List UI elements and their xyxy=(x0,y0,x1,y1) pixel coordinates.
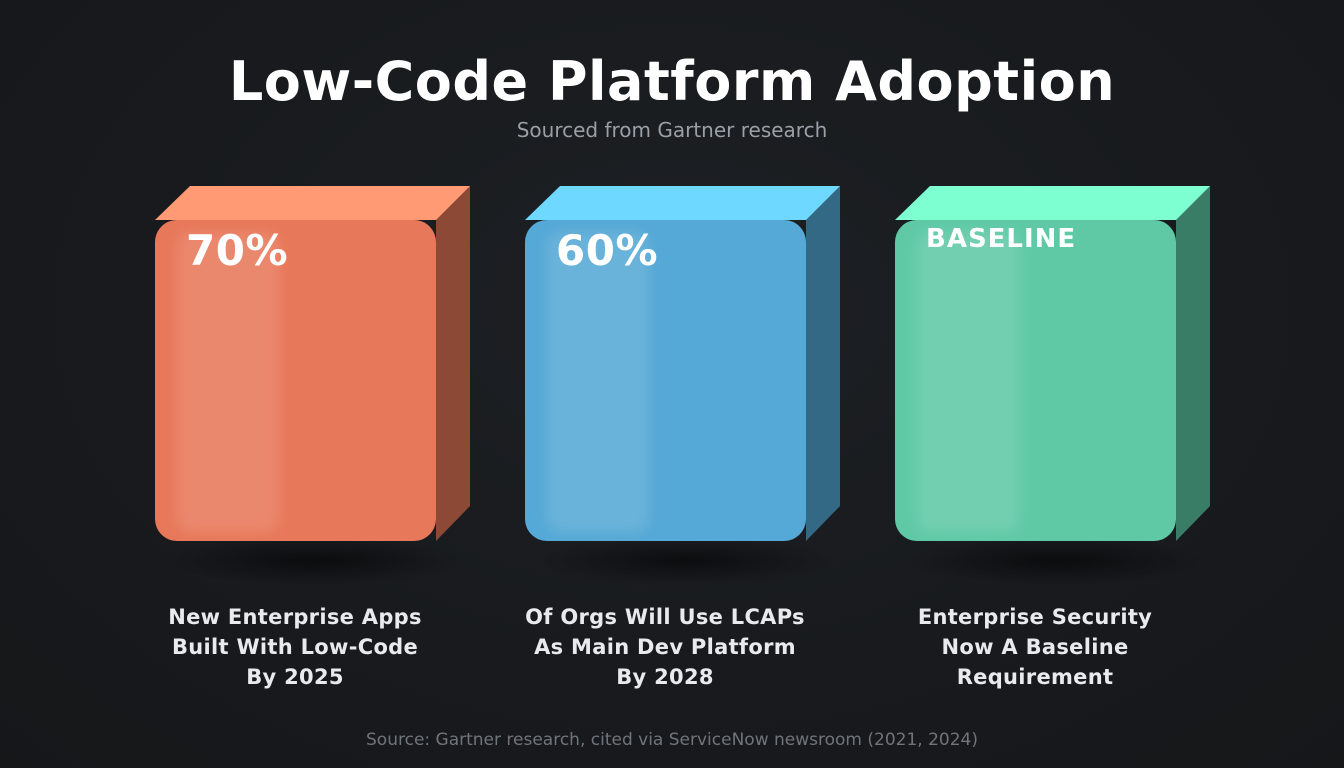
stat-value: BASELINE xyxy=(926,224,1077,254)
page-subtitle: Sourced from Gartner research xyxy=(516,118,828,142)
stat-card-apps: 70% xyxy=(155,186,475,586)
card-side-face xyxy=(436,186,470,541)
card-label-lcap: Of Orgs Will Use LCAPs As Main Dev Platf… xyxy=(505,602,825,692)
label-line: Requirement xyxy=(956,665,1114,689)
card-top-face xyxy=(895,186,1210,220)
label-line: Enterprise Security xyxy=(917,605,1153,629)
label-line: Of Orgs Will Use LCAPs xyxy=(525,605,805,629)
card-label-security: Enterprise Security Now A Baseline Requi… xyxy=(875,602,1195,692)
stat-card-security: BASELINE xyxy=(895,186,1215,586)
card-label-apps: New Enterprise Apps Built With Low-Code … xyxy=(135,602,455,692)
card-front-face xyxy=(895,220,1176,541)
card-3d-faces xyxy=(895,186,1210,541)
card-gloss xyxy=(917,232,1019,532)
label-line: Now A Baseline xyxy=(941,635,1129,659)
card-shadow xyxy=(905,536,1205,586)
stat-card-lcap: 60% xyxy=(525,186,845,586)
page-title: Low-Code Platform Adoption xyxy=(228,50,1116,113)
label-line: Built With Low-Code xyxy=(171,635,419,659)
card-3d-faces xyxy=(525,186,840,541)
card-shadow xyxy=(535,536,835,586)
stat-value: 70% xyxy=(186,226,289,275)
card-3d-faces xyxy=(155,186,470,541)
card-front-face xyxy=(155,220,436,541)
card-gloss xyxy=(547,232,649,532)
source-footnote: Source: Gartner research, cited via Serv… xyxy=(366,730,978,750)
card-shadow xyxy=(165,536,465,586)
card-gloss xyxy=(177,232,279,532)
label-line: By 2025 xyxy=(246,665,344,689)
card-side-face xyxy=(1176,186,1210,541)
label-line: By 2028 xyxy=(616,665,714,689)
card-top-face xyxy=(155,186,470,220)
label-line: As Main Dev Platform xyxy=(534,635,796,659)
label-line: New Enterprise Apps xyxy=(168,605,422,629)
card-top-face xyxy=(525,186,840,220)
card-side-face xyxy=(806,186,840,541)
card-front-face xyxy=(525,220,806,541)
stat-value: 60% xyxy=(556,226,659,275)
